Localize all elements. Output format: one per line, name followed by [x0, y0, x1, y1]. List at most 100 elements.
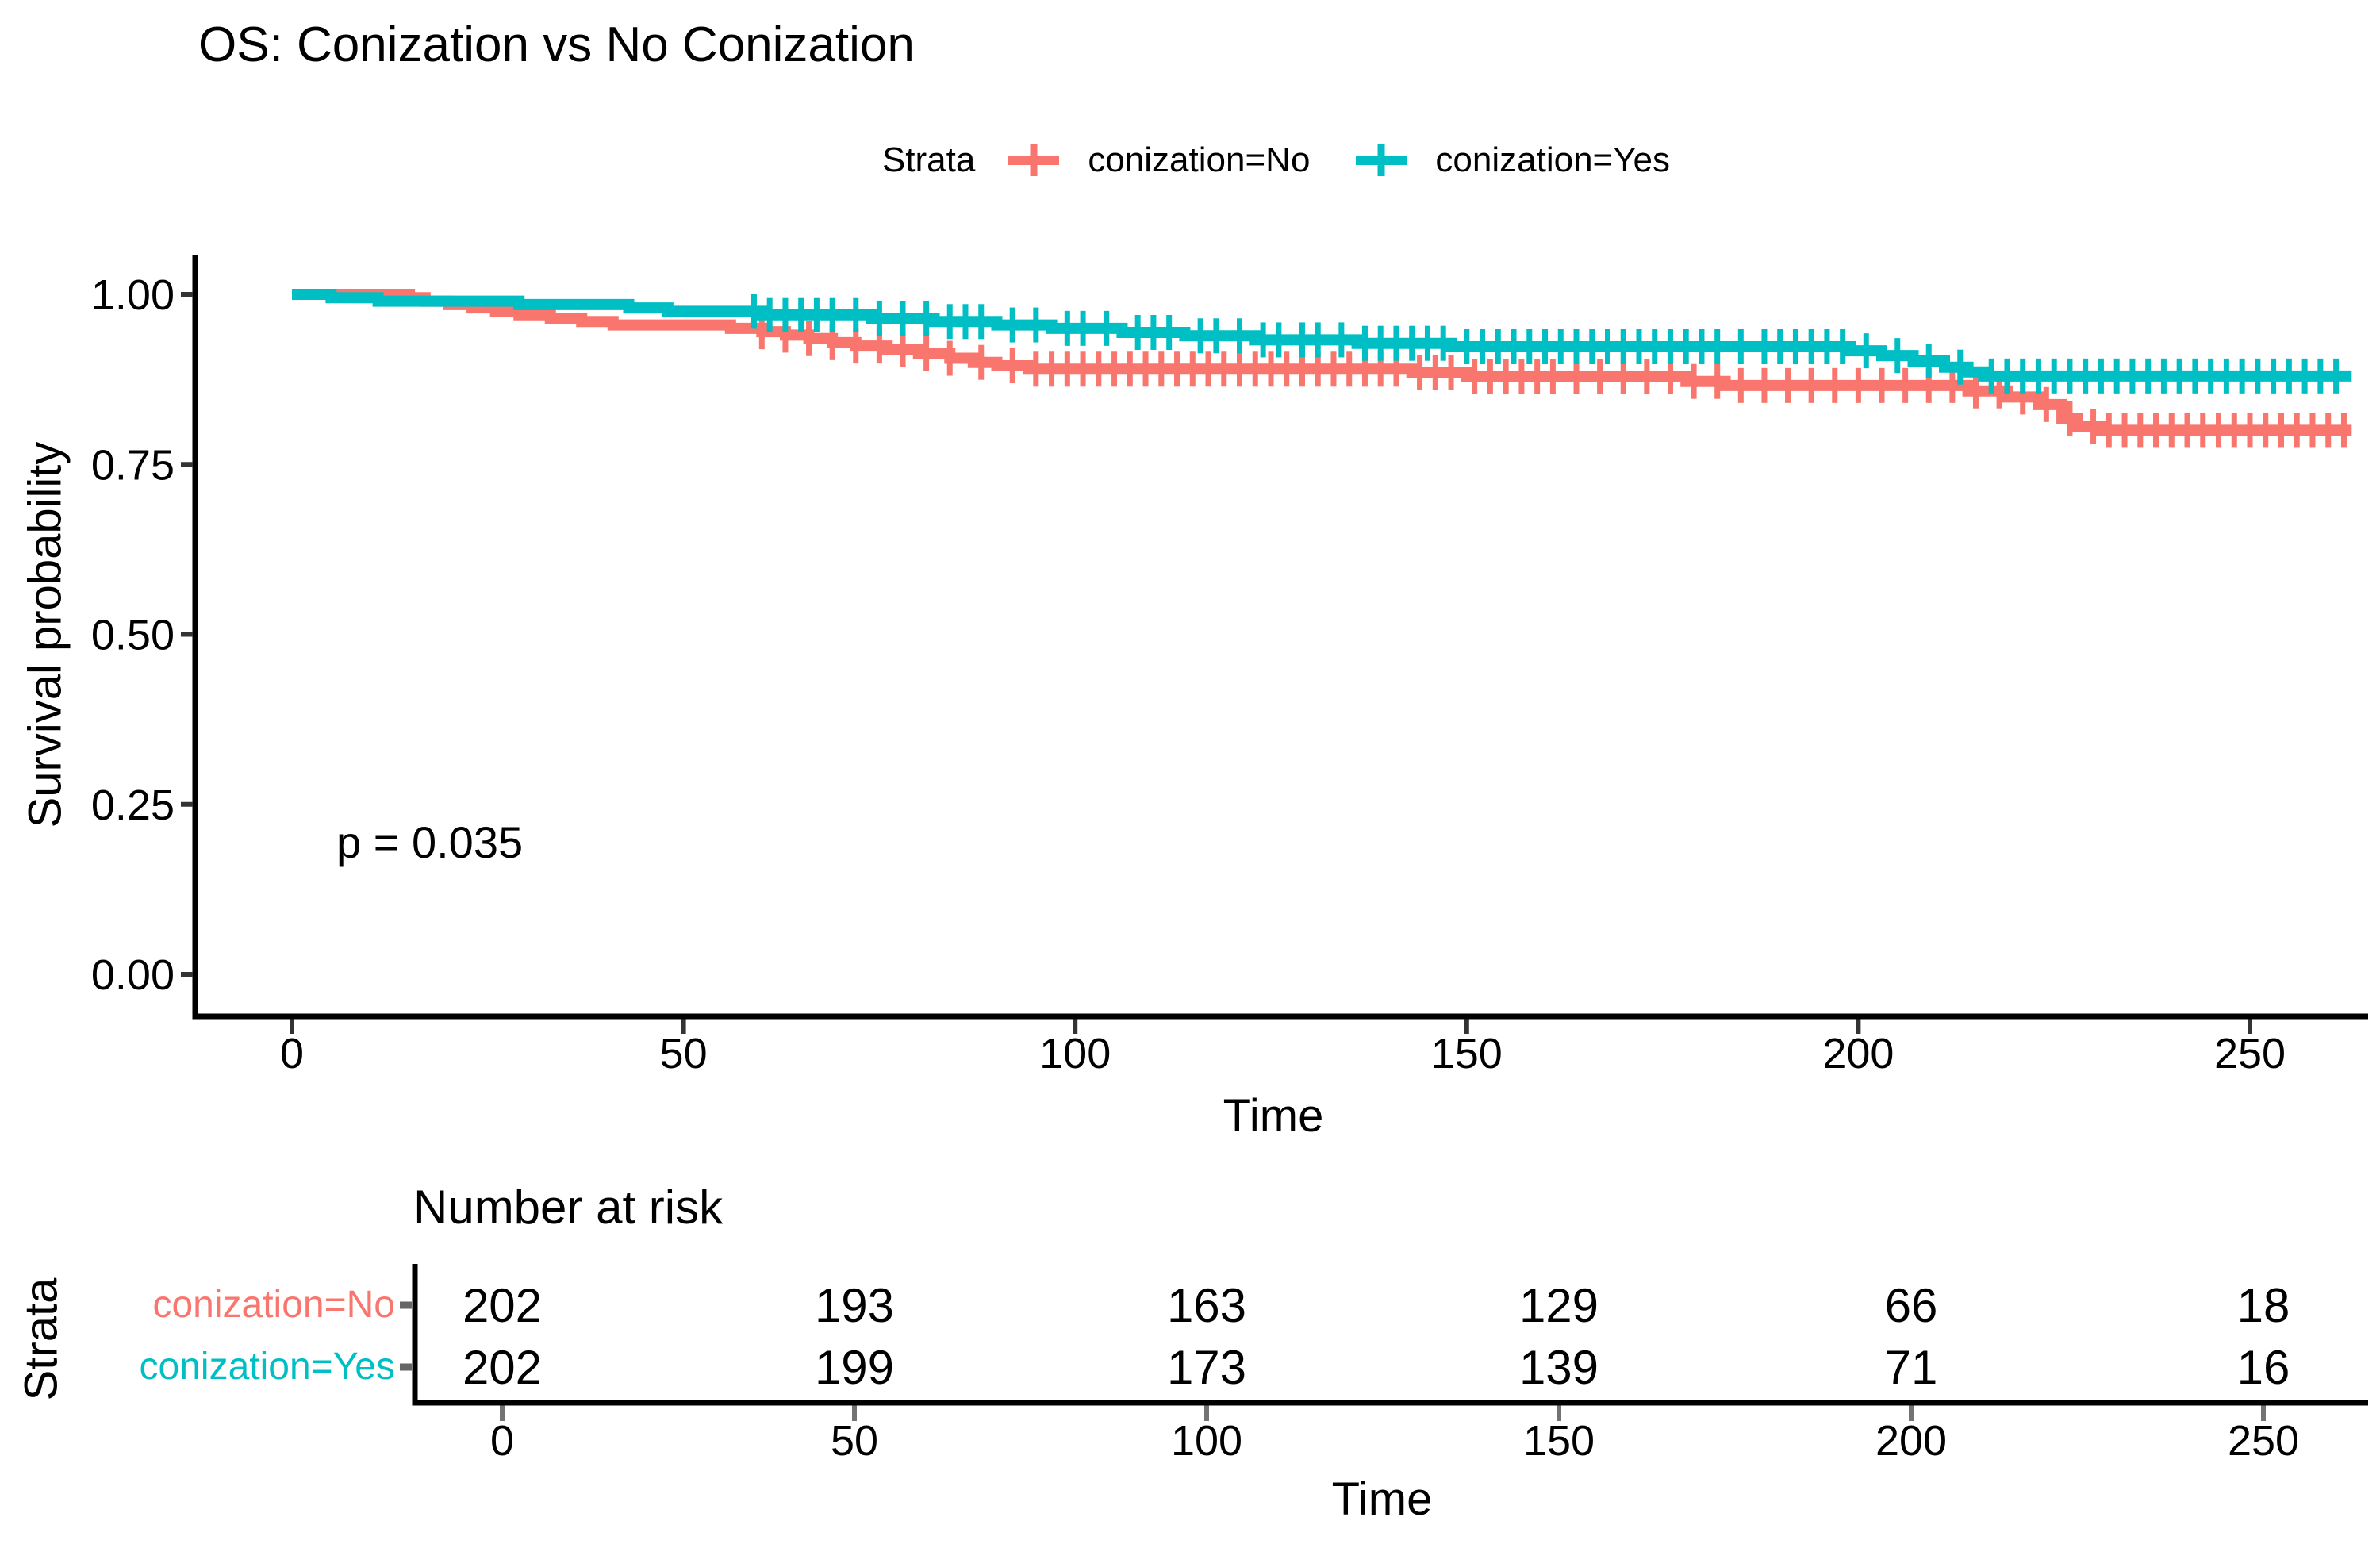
censor-mark — [1526, 328, 1533, 364]
censor-mark — [1480, 328, 1486, 364]
censor-mark — [2263, 413, 2269, 448]
censor-mark — [2035, 358, 2041, 394]
censor-mark — [782, 297, 789, 332]
censor-mark — [876, 300, 882, 336]
survival-curve-no — [292, 289, 2352, 436]
censor-mark — [1761, 328, 1768, 364]
censor-mark — [750, 294, 757, 329]
censor-mark — [1503, 359, 1509, 394]
censor-mark — [1557, 328, 1564, 364]
censor-mark — [2231, 413, 2237, 448]
censor-mark — [1972, 373, 1979, 409]
censor-mark — [1260, 322, 1266, 358]
y-tick-label: 0.00 — [91, 951, 175, 999]
censor-mark — [2168, 413, 2175, 448]
censor-mark — [1237, 318, 1243, 354]
risk-count: 16 — [2237, 1341, 2290, 1394]
risk-count: 173 — [1167, 1341, 1246, 1394]
censor-mark — [2121, 413, 2128, 448]
censor-mark — [2160, 358, 2167, 394]
censor-mark — [1714, 363, 1721, 399]
censor-mark — [1808, 328, 1814, 364]
censor-mark — [1549, 359, 1556, 394]
censor-mark — [1134, 314, 1141, 350]
censor-mark — [1894, 338, 1901, 374]
censor-mark — [1636, 328, 1642, 364]
censor-mark — [1197, 318, 1203, 354]
x-tick-label: 0 — [280, 1030, 304, 1077]
censor-mark — [1393, 351, 1399, 387]
censor-mark — [1393, 325, 1399, 361]
censor-mark — [1667, 328, 1673, 364]
censor-mark — [2301, 358, 2308, 394]
censor-mark — [1213, 318, 1219, 354]
censor-mark — [1189, 351, 1196, 387]
legend-key-vbar — [1030, 144, 1038, 176]
censor-mark — [1150, 314, 1157, 350]
censor-mark — [1792, 328, 1798, 364]
risk-table-title: Number at risk — [413, 1181, 724, 1234]
censor-mark — [1879, 367, 1885, 403]
censor-mark — [946, 340, 953, 376]
survival-curve-yes — [292, 289, 2352, 382]
censor-mark — [2184, 413, 2190, 448]
censor-mark — [2216, 413, 2222, 448]
censor-mark — [1573, 328, 1580, 364]
censor-mark — [782, 317, 789, 353]
censor-mark — [1080, 351, 1086, 387]
censor-mark — [1377, 351, 1384, 387]
censor-mark — [2129, 358, 2136, 394]
legend-key-vbar — [1377, 144, 1385, 176]
censor-mark — [2247, 413, 2253, 448]
p-value-label: p = 0.035 — [336, 817, 524, 867]
censor-mark — [1237, 351, 1243, 387]
censor-mark — [2051, 358, 2057, 394]
x-tick-label: 150 — [1431, 1030, 1503, 1077]
censor-mark — [2145, 358, 2152, 394]
censor-mark — [1064, 351, 1070, 387]
table-x-tick-label: 200 — [1875, 1417, 1947, 1465]
censor-mark — [2043, 386, 2049, 422]
censor-mark — [1573, 359, 1580, 394]
censor-mark — [1424, 325, 1430, 361]
censor-mark — [1315, 322, 1321, 358]
legend-item-label: conization=No — [1088, 140, 1311, 179]
x-tick-label: 250 — [2214, 1030, 2286, 1077]
censor-mark — [923, 300, 930, 336]
legend-item: conization=No — [1008, 140, 1310, 180]
censor-mark — [2208, 358, 2214, 394]
censor-mark — [2200, 413, 2206, 448]
censor-mark — [1409, 325, 1415, 361]
censor-mark — [853, 328, 859, 364]
censor-mark — [1855, 367, 1861, 403]
censor-mark — [1777, 328, 1783, 364]
censor-mark — [2239, 358, 2245, 394]
censor-mark — [1205, 351, 1211, 387]
risk-row-label: conization=Yes — [139, 1346, 395, 1388]
censor-mark — [2067, 400, 2073, 436]
risk-count: 129 — [1519, 1279, 1599, 1332]
censor-mark — [1785, 367, 1791, 403]
censor-mark — [1338, 322, 1345, 358]
censor-mark — [923, 336, 930, 371]
risk-table-x-axis-title: Time — [1331, 1473, 1433, 1525]
censor-mark — [1166, 314, 1173, 350]
table-x-tick-label: 50 — [831, 1417, 878, 1465]
censor-mark — [2294, 413, 2300, 448]
censor-mark — [1464, 328, 1470, 364]
risk-count: 163 — [1167, 1279, 1246, 1332]
legend-plus-key-icon — [1356, 144, 1407, 176]
censor-mark — [758, 314, 765, 350]
censor-mark — [2340, 413, 2347, 448]
legend-title: Strata — [881, 140, 976, 179]
censor-mark — [1699, 328, 1705, 364]
censor-mark — [1511, 328, 1517, 364]
censor-mark — [900, 332, 906, 367]
risk-count: 71 — [1885, 1341, 1938, 1394]
censor-mark — [798, 297, 804, 332]
censor-mark — [1440, 325, 1446, 361]
y-tick-label: 1.00 — [91, 271, 175, 319]
censor-mark — [1902, 367, 1909, 403]
censor-mark — [1957, 349, 1964, 385]
